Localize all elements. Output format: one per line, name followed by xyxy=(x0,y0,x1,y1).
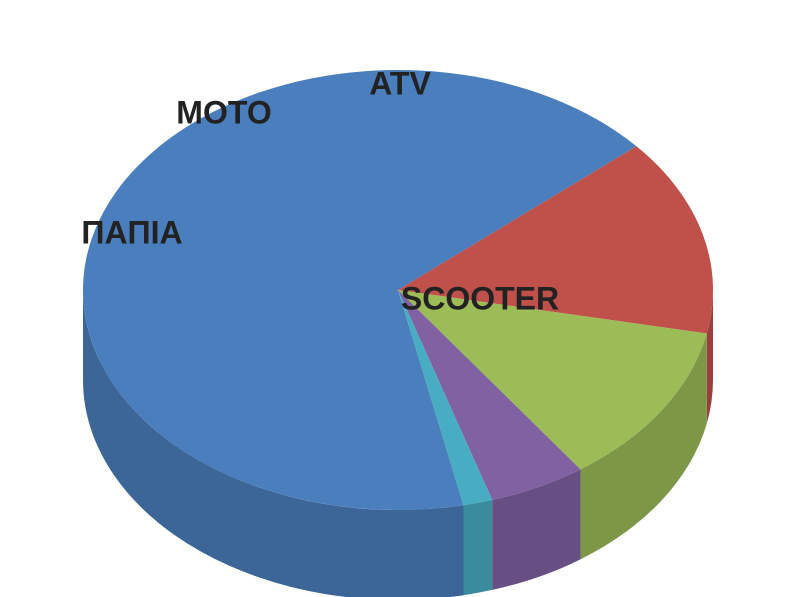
pie-label: ΠΑΠΙΑ xyxy=(81,214,182,251)
pie-label: MOTO xyxy=(176,95,271,132)
pie-label: ATV xyxy=(369,65,431,102)
pie-chart-3d: SCOOTER ΠΑΠΙΑ MOTO ATV xyxy=(0,0,800,597)
pie-label: SCOOTER xyxy=(401,280,559,317)
